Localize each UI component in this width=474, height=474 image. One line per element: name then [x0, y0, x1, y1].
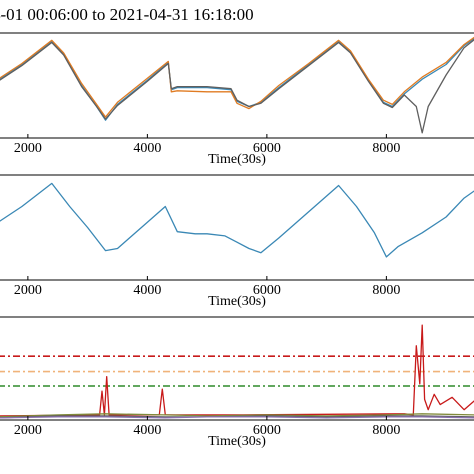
panel-2: 2000 4000 6000 8000 Time(30s) [0, 174, 474, 309]
x-tick-label: 6000 [253, 423, 281, 438]
panel-3: 2000 4000 6000 8000 Time(30s) [0, 316, 474, 449]
x-tick-label: 6000 [253, 141, 281, 156]
x-axis-label: Time(30s) [208, 294, 266, 309]
x-tick-label: 4000 [133, 283, 161, 298]
x-tick-label: 8000 [372, 141, 400, 156]
x-tick-label: 8000 [372, 423, 400, 438]
plot-frame [0, 316, 474, 421]
x-tick-label: 4000 [133, 423, 161, 438]
series-line-4 [0, 416, 474, 419]
plot-frame [0, 32, 474, 139]
x-tick-label: 4000 [133, 141, 161, 156]
x-tick-label: 2000 [14, 141, 42, 156]
plot-frame [0, 174, 474, 281]
series-line-2 [0, 36, 474, 118]
series-line-2 [0, 413, 474, 418]
series-line-1 [0, 37, 474, 121]
panel-1: 2000 4000 6000 8000 Time(30s) [0, 32, 474, 167]
series-line-1 [0, 324, 474, 417]
chart-title: 4-01 00:06:00 to 2021-04-31 16:18:00 [0, 5, 254, 24]
panels: 2000 4000 6000 8000 Time(30s) 2000 4000 6000 800… [0, 32, 474, 449]
x-axis-label: Time(30s) [208, 152, 266, 167]
x-tick-label: 8000 [372, 283, 400, 298]
x-tick-label: 6000 [253, 283, 281, 298]
x-tick-label: 2000 [14, 423, 42, 438]
x-tick-label: 2000 [14, 283, 42, 298]
series-line-1 [0, 182, 474, 258]
series-line-3 [0, 39, 474, 134]
x-axis-label: Time(30s) [208, 434, 266, 449]
